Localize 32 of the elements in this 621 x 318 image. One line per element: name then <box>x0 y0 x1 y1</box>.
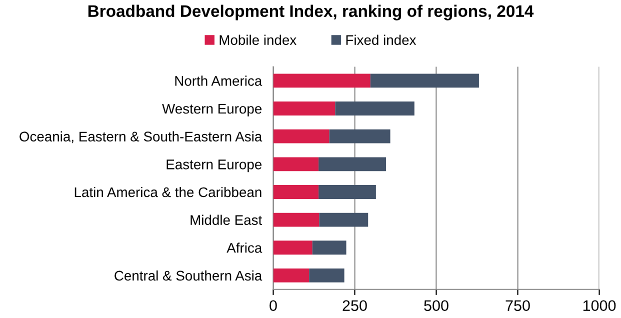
bar <box>335 102 414 116</box>
bar <box>370 74 479 88</box>
bar <box>319 212 368 227</box>
y-tick-label: Western Europe <box>162 104 262 116</box>
bar <box>309 268 344 282</box>
x-tick-label: 250 <box>342 300 367 312</box>
x-tick-label: 1000 <box>583 300 616 312</box>
bar <box>273 185 319 199</box>
bar <box>273 129 330 144</box>
chart-title: Broadband Development Index, ranking of regions, 2014 <box>88 4 534 20</box>
x-tick-label: 500 <box>424 300 448 312</box>
bar <box>318 157 386 172</box>
x-tick-label: 0 <box>270 300 277 312</box>
bar <box>312 240 346 255</box>
y-tick-label: Oceania, Eastern & South-Eastern Asia <box>20 131 262 144</box>
bar <box>329 129 390 144</box>
y-tick-label: North America <box>175 76 262 86</box>
bar <box>273 157 319 172</box>
legend-label: Mobile index <box>220 34 296 45</box>
legend-label: Fixed index <box>346 34 416 45</box>
y-tick-label: Central & Southern Asia <box>114 270 262 281</box>
y-tick-label: Middle East <box>190 214 262 225</box>
bar <box>273 102 336 116</box>
y-tick-label: Eastern Europe <box>166 160 262 172</box>
bar <box>273 240 312 255</box>
x-tick-label: 750 <box>506 300 530 312</box>
y-tick-label: Latin America & the Caribbean <box>74 186 262 198</box>
bar <box>273 212 320 227</box>
bar <box>273 268 310 282</box>
bar <box>273 74 370 88</box>
y-tick-label: Africa <box>226 242 262 253</box>
bar <box>318 185 376 199</box>
